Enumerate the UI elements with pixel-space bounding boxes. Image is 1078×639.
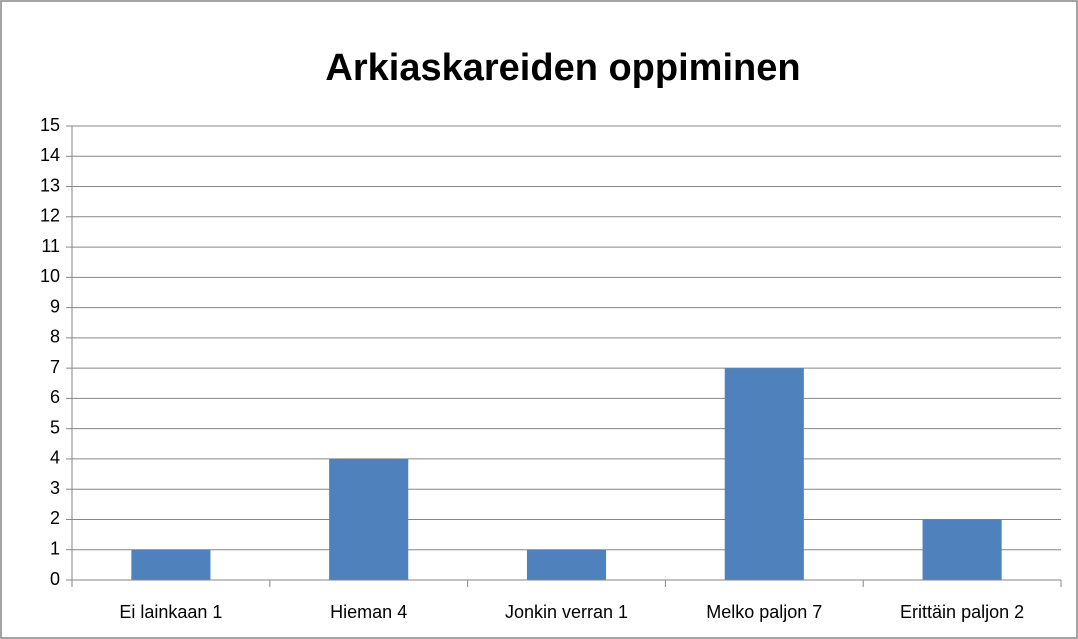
y-tick-label: 7 <box>50 357 60 377</box>
x-tick-label: Jonkin verran 1 <box>505 602 628 622</box>
y-tick-label: 13 <box>40 175 60 195</box>
bar <box>526 549 607 580</box>
y-tick-label: 3 <box>50 478 60 498</box>
y-tick-label: 10 <box>40 266 60 286</box>
y-tick-label: 14 <box>40 145 60 165</box>
x-tick-label: Melko paljon 7 <box>706 602 822 622</box>
y-tick-label: 5 <box>50 417 60 437</box>
x-tick-label: Erittäin paljon 2 <box>900 602 1024 622</box>
bar <box>922 519 1002 580</box>
bar <box>329 458 409 580</box>
y-tick-label: 4 <box>50 448 60 468</box>
y-tick-label: 11 <box>41 236 60 256</box>
y-tick-label: 8 <box>50 327 60 347</box>
y-tick-label: 9 <box>50 296 60 316</box>
y-tick-label: 15 <box>40 115 60 135</box>
bar <box>131 549 211 580</box>
y-tick-label: 0 <box>50 569 60 589</box>
y-tick-label: 1 <box>50 538 60 558</box>
y-tick-label: 6 <box>50 387 60 407</box>
bar <box>724 368 804 580</box>
chart-title: Arkiaskareiden oppiminen <box>325 47 800 89</box>
y-tick-label: 2 <box>50 508 60 528</box>
x-tick-label: Ei lainkaan 1 <box>119 602 222 622</box>
y-tick-label: 12 <box>40 206 60 226</box>
x-tick-label: Hieman 4 <box>330 602 407 622</box>
